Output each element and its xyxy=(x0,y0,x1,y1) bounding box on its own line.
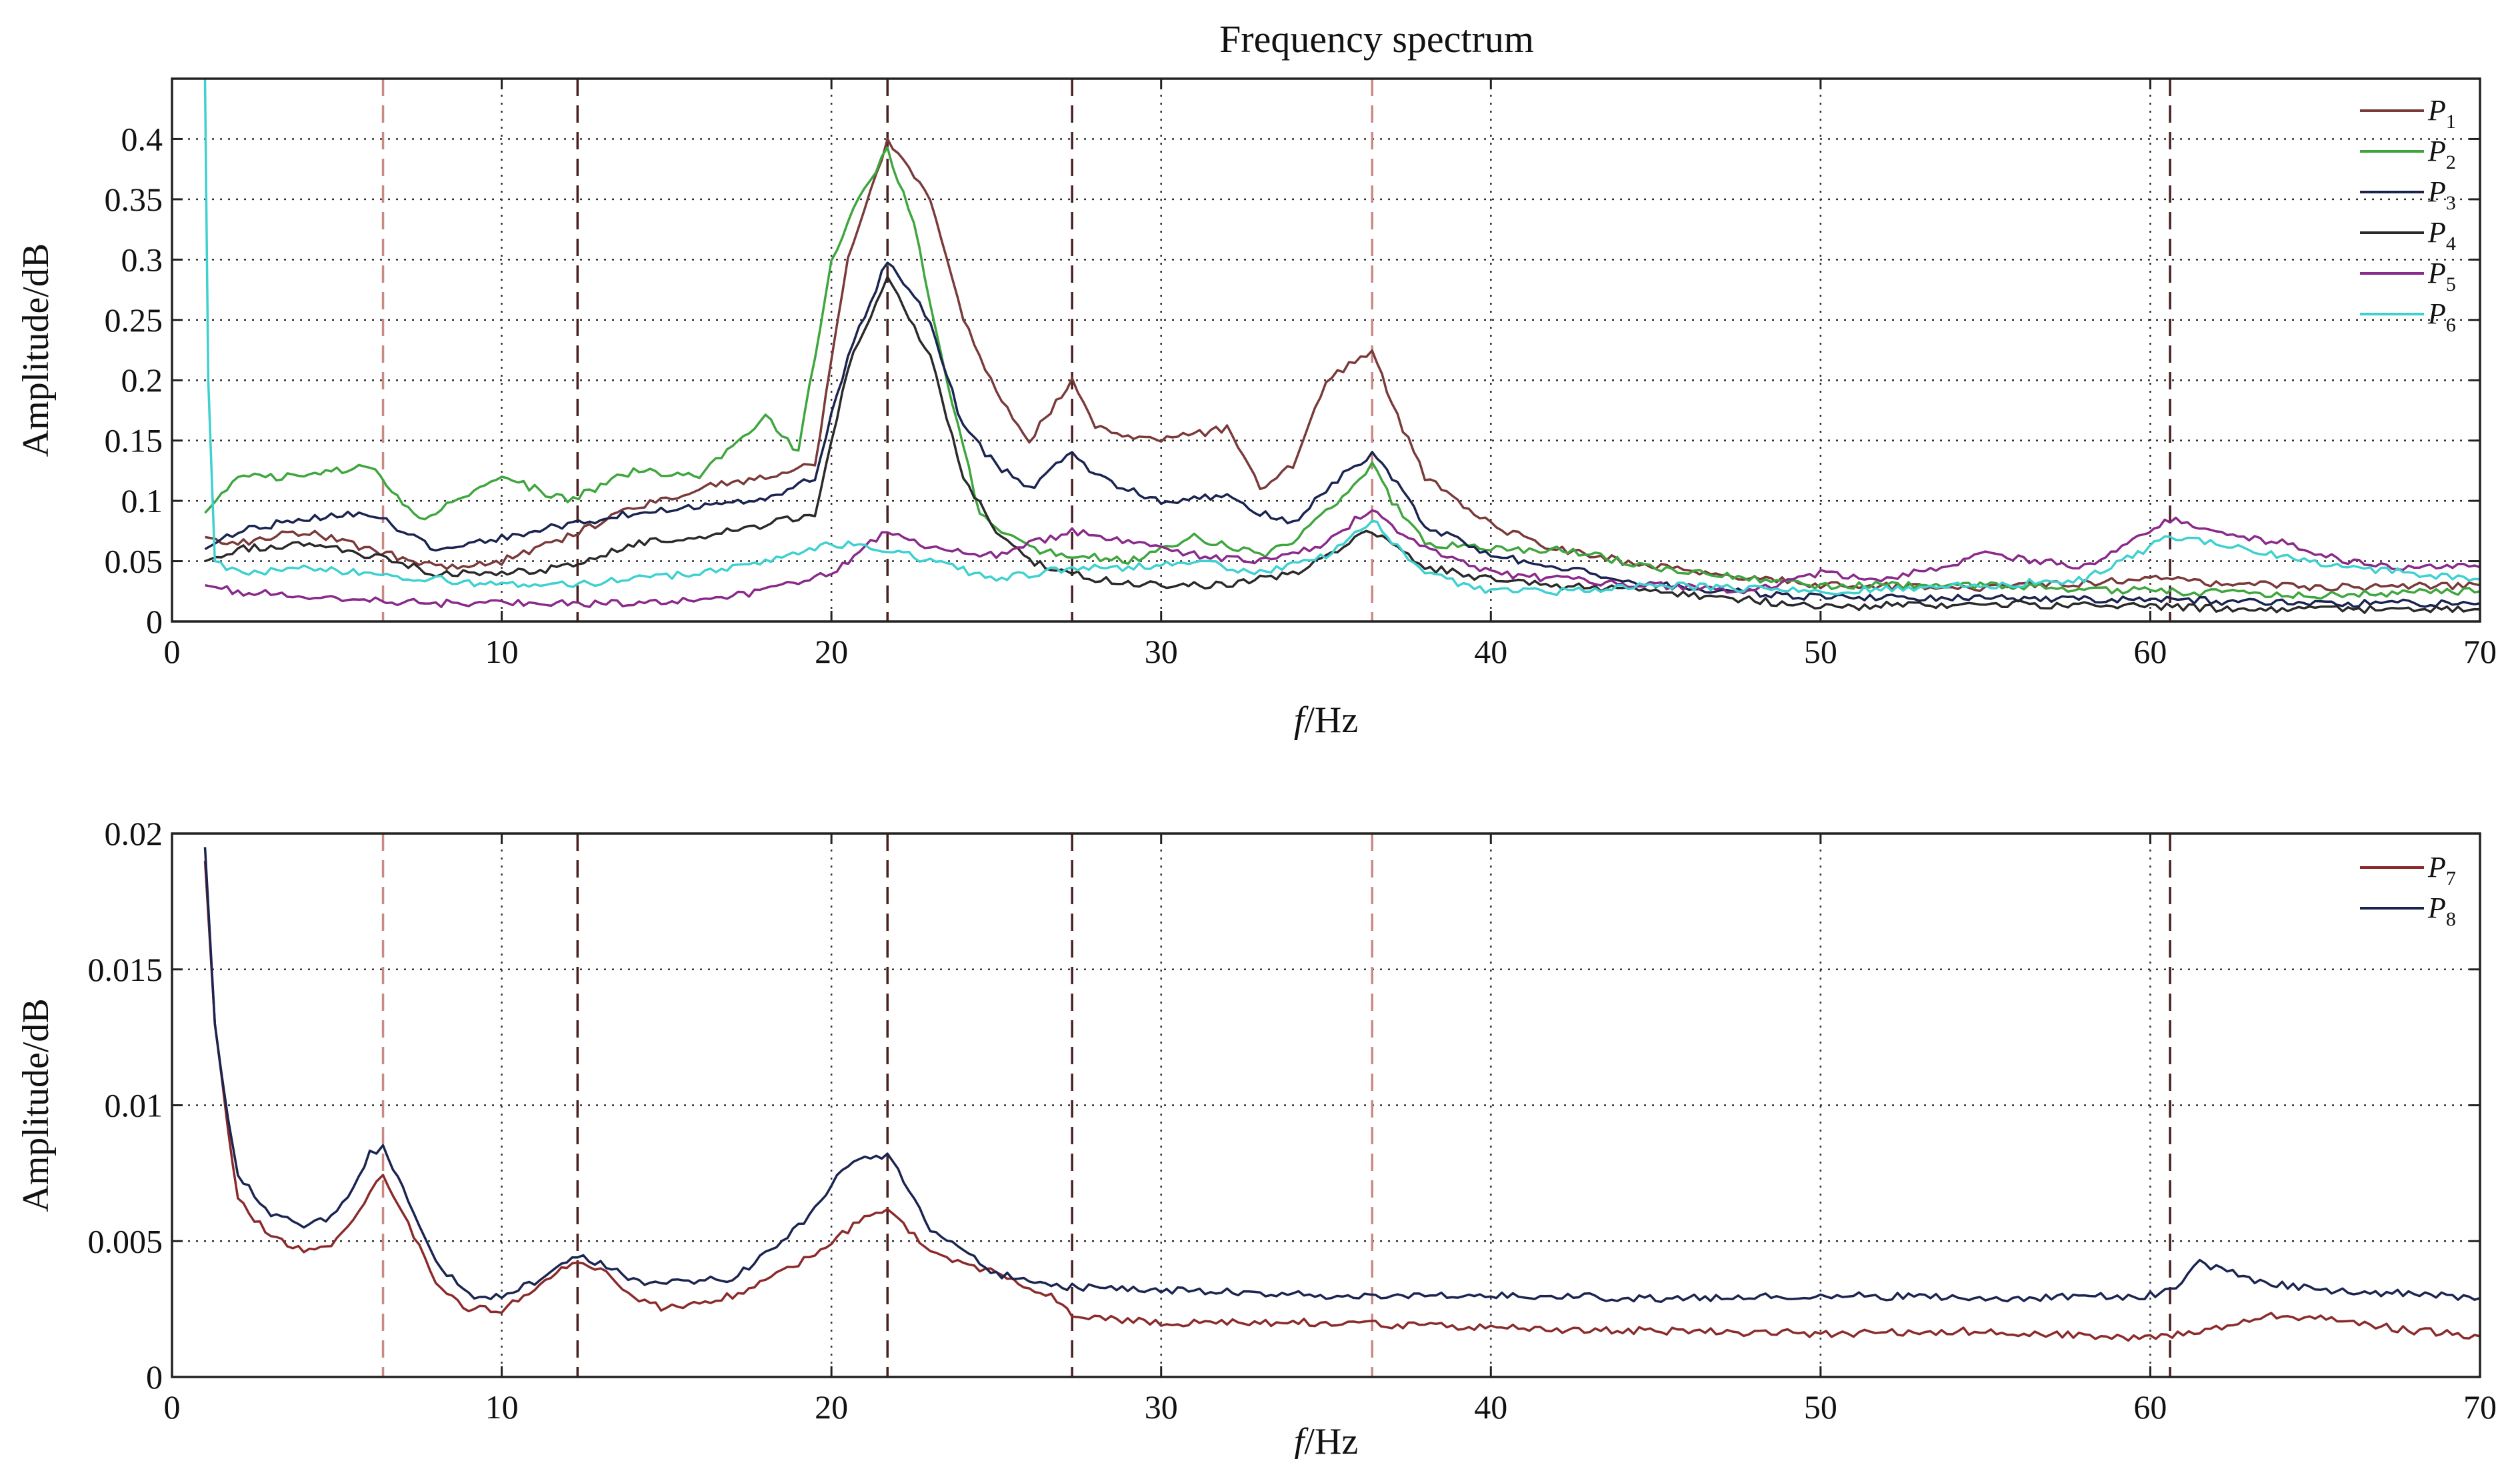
x-tick-label: 60 xyxy=(2133,1388,2167,1426)
x-tick-label: 50 xyxy=(1804,1388,1837,1426)
plot-area xyxy=(172,79,2480,621)
legend-label: P1 xyxy=(2427,94,2456,133)
series-line-p4 xyxy=(204,275,2481,614)
y-tick-label: 0.01 xyxy=(105,1087,163,1124)
x-tick-label: 30 xyxy=(1145,1388,1178,1426)
y-axis-label: Amplitude/dB xyxy=(15,998,57,1212)
y-tick-label: 0.4 xyxy=(121,120,163,157)
plot-frame xyxy=(171,77,2481,623)
x-tick-label: 20 xyxy=(815,633,848,670)
series-line-p7 xyxy=(203,860,2481,1342)
x-tick-label: 70 xyxy=(2463,633,2497,670)
legend-entry-p1: P1 xyxy=(2360,94,2456,133)
series-line-p5 xyxy=(205,509,2481,609)
y-tick-label: 0.35 xyxy=(105,181,163,218)
x-tick-label: 40 xyxy=(1474,1388,1507,1426)
legend-label: P2 xyxy=(2427,135,2456,173)
top-spectrum-panel: 0 10 20 30 40 50 60 70 0 0.05 0.1 0.15 0.2 0.25 0.3 0.3… xyxy=(15,77,2497,741)
y-tick-label: 0.3 xyxy=(121,241,163,278)
x-tick-label: 0 xyxy=(164,633,181,670)
y-tick-label: 0.005 xyxy=(88,1222,163,1260)
legend-label: P3 xyxy=(2427,175,2456,214)
x-tick-label: 20 xyxy=(815,1388,848,1426)
y-axis-label: Amplitude/dB xyxy=(15,243,57,457)
figure-title: Frequency spectrum xyxy=(1219,17,1534,61)
x-tick-label: 30 xyxy=(1145,633,1178,670)
y-tick-label: 0.1 xyxy=(121,482,163,519)
legend-entry-p8: P8 xyxy=(2360,892,2456,930)
legend-entry-p7: P7 xyxy=(2360,851,2456,890)
x-tick-label: 60 xyxy=(2133,633,2167,670)
legend-entry-p4: P4 xyxy=(2360,216,2456,255)
series-line-p2 xyxy=(204,146,2481,600)
legend-entry-p6: P6 xyxy=(2360,297,2456,336)
x-tick-label: 70 xyxy=(2463,1388,2497,1426)
y-tick-label: 0.05 xyxy=(105,543,163,580)
series-line-p1 xyxy=(205,137,2481,593)
y-tick-label: 0.15 xyxy=(105,422,163,459)
y-tick-label: 0.2 xyxy=(121,361,163,399)
series-line-p8 xyxy=(203,847,2481,1304)
legend-label: P5 xyxy=(2427,257,2456,295)
legend-entry-p2: P2 xyxy=(2360,135,2456,173)
x-axis-label: f/Hz xyxy=(1294,1421,1358,1459)
x-tick-label: 0 xyxy=(164,1388,181,1426)
series-line-p6 xyxy=(203,78,2481,597)
y-tick-label: 0 xyxy=(146,1358,163,1396)
legend-label: P8 xyxy=(2427,892,2456,930)
series-line-p3 xyxy=(204,261,2481,608)
x-tick-label: 40 xyxy=(1474,633,1507,670)
legend-label: P6 xyxy=(2427,297,2456,336)
y-tick-label: 0 xyxy=(146,603,163,640)
x-tick-label: 50 xyxy=(1804,633,1837,670)
y-tick-label: 0.02 xyxy=(105,815,163,852)
legend-entry-p5: P5 xyxy=(2360,257,2456,295)
legend-label: P4 xyxy=(2427,216,2456,255)
legend-entry-p3: P3 xyxy=(2360,175,2456,214)
y-tick-label: 0.015 xyxy=(88,951,163,988)
y-tick-label: 0.25 xyxy=(105,301,163,339)
x-tick-label: 10 xyxy=(485,633,519,670)
x-axis-label: f/Hz xyxy=(1294,699,1358,741)
legend-label: P7 xyxy=(2427,851,2456,890)
x-tick-label: 10 xyxy=(485,1388,519,1426)
bottom-spectrum-panel: 0 10 20 30 40 50 60 70 0 0.005 0.01 0.015 0.02 f/Hz Am… xyxy=(15,815,2497,1459)
